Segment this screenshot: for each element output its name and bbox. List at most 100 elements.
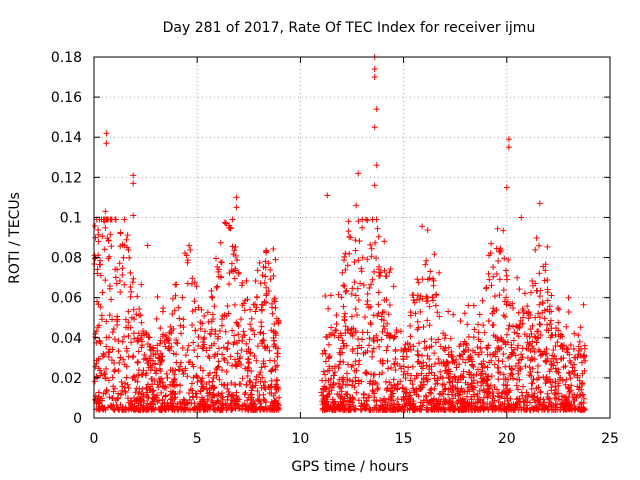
roti-point xyxy=(172,281,179,288)
roti-point xyxy=(550,347,557,354)
roti-point xyxy=(548,358,555,365)
x-tick-label: 5 xyxy=(193,431,202,447)
roti-point xyxy=(138,371,145,378)
roti-point xyxy=(254,267,261,274)
roti-point xyxy=(371,268,378,275)
roti-point xyxy=(504,395,511,402)
roti-point xyxy=(262,273,269,280)
y-tick-label: 0.04 xyxy=(51,331,82,347)
roti-point xyxy=(401,396,408,403)
roti-point xyxy=(272,256,279,263)
roti-point xyxy=(172,292,179,299)
roti-point xyxy=(372,379,379,386)
roti-point xyxy=(461,310,468,317)
roti-point xyxy=(190,374,197,381)
y-tick-label: 0.08 xyxy=(51,251,82,267)
roti-point xyxy=(101,371,108,378)
roti-point xyxy=(144,404,151,411)
roti-point xyxy=(105,377,112,384)
roti-point xyxy=(424,404,431,411)
roti-point xyxy=(197,388,204,395)
roti-point xyxy=(247,306,254,313)
roti-point xyxy=(191,298,198,305)
roti-point xyxy=(335,365,342,372)
roti-point xyxy=(108,403,115,410)
x-tick-label: 20 xyxy=(498,431,516,447)
roti-point xyxy=(533,328,540,335)
roti-point xyxy=(345,406,352,413)
roti-point xyxy=(375,385,382,392)
roti-point xyxy=(477,397,484,404)
roti-point xyxy=(124,381,131,388)
roti-point xyxy=(321,383,328,390)
roti-point xyxy=(115,348,122,355)
roti-point xyxy=(140,393,147,400)
roti-point xyxy=(96,337,103,344)
roti-point xyxy=(406,405,413,412)
roti-point xyxy=(244,296,251,303)
roti-point xyxy=(514,386,521,393)
roti-point xyxy=(489,310,496,317)
roti-point xyxy=(552,378,559,385)
roti-point xyxy=(576,347,583,354)
roti-point xyxy=(213,284,220,291)
roti-point xyxy=(239,406,246,413)
roti-point xyxy=(262,258,269,265)
roti-point xyxy=(227,353,234,360)
roti-point xyxy=(419,276,426,283)
roti-point xyxy=(432,381,439,388)
roti-point xyxy=(392,333,399,340)
roti-point xyxy=(218,406,225,413)
roti-point xyxy=(121,361,128,368)
roti-point xyxy=(105,216,112,223)
roti-point xyxy=(270,337,277,344)
roti-point xyxy=(514,274,521,281)
roti-point xyxy=(259,337,266,344)
roti-point xyxy=(130,306,137,313)
roti-point xyxy=(377,358,384,365)
roti-point xyxy=(340,406,347,413)
roti-point xyxy=(416,385,423,392)
roti-point xyxy=(581,406,588,413)
roti-point xyxy=(162,393,169,400)
roti-point xyxy=(365,406,372,413)
roti-point xyxy=(531,390,538,397)
roti-point xyxy=(434,309,441,316)
roti-point xyxy=(470,302,477,309)
roti-point xyxy=(480,386,487,393)
roti-point xyxy=(321,347,328,354)
roti-point xyxy=(500,227,507,234)
roti-point xyxy=(391,403,398,410)
roti-point xyxy=(416,360,423,367)
roti-point xyxy=(348,290,355,297)
roti-point xyxy=(415,279,422,286)
roti-point xyxy=(224,303,231,310)
roti-point xyxy=(510,305,517,312)
roti-point xyxy=(104,404,111,411)
roti-point xyxy=(554,401,561,408)
roti-point xyxy=(355,397,362,404)
roti-point xyxy=(271,295,278,302)
roti-point xyxy=(436,360,443,367)
roti-point xyxy=(495,258,502,265)
roti-point xyxy=(423,376,430,383)
roti-point xyxy=(157,325,164,332)
roti-point xyxy=(393,327,400,334)
roti-point xyxy=(335,291,342,298)
roti-point xyxy=(394,360,401,367)
roti-point xyxy=(505,355,512,362)
roti-point xyxy=(344,326,351,333)
roti-point xyxy=(504,298,511,305)
roti-point xyxy=(241,391,248,398)
roti-point xyxy=(576,338,583,345)
roti-point xyxy=(215,268,222,275)
roti-point xyxy=(414,318,421,325)
roti-point xyxy=(117,354,124,361)
roti-point xyxy=(534,369,541,376)
roti-point xyxy=(211,303,218,310)
roti-point xyxy=(106,394,113,401)
roti-point xyxy=(224,339,231,346)
roti-point xyxy=(366,342,373,349)
roti-point xyxy=(408,372,415,379)
roti-point xyxy=(103,318,110,325)
